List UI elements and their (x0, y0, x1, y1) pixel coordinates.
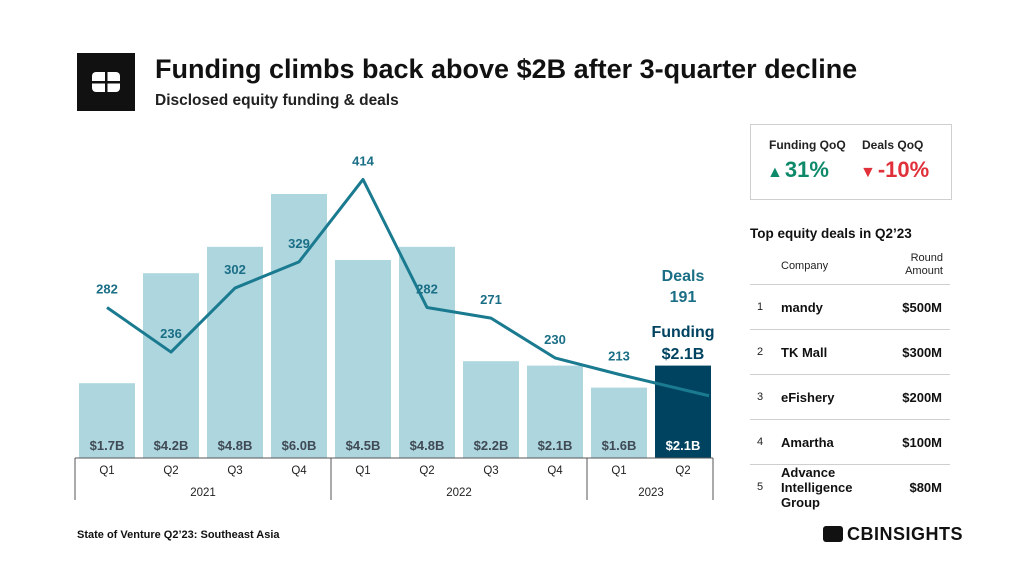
deal-amount: $300M (902, 345, 942, 360)
quarter-tick-label: Q1 (99, 465, 114, 477)
funding-annotation-label: Funding (651, 324, 714, 341)
deals-point-label: 414 (352, 153, 374, 168)
col-amount-header-line2: Amount (905, 265, 943, 277)
year-tick-label: 2022 (446, 487, 472, 499)
deals-point-label: 236 (160, 326, 182, 341)
funding-bar (463, 361, 519, 458)
deals-point-label: 271 (480, 292, 502, 307)
funding-bar-label: $4.2B (154, 438, 189, 453)
funding-bar-label: $2.1B (538, 438, 573, 453)
deals-point-label: 282 (96, 281, 118, 296)
quarter-tick-label: Q3 (483, 465, 498, 477)
quarter-tick-label: Q4 (291, 465, 307, 477)
col-company-header: Company (781, 260, 829, 272)
deal-row: 2 TK Mall $300M (750, 329, 950, 375)
funding-annotation-value: $2.1B (662, 346, 705, 363)
col-amount-header-line1: Round (910, 252, 943, 264)
quarter-tick-label: Q1 (611, 465, 626, 477)
funding-bar (335, 260, 391, 458)
quarter-tick-label: Q4 (547, 465, 563, 477)
funding-qoq-label: Funding QoQ (769, 138, 846, 152)
page-title: Funding climbs back above $2B after 3-qu… (155, 54, 858, 84)
triangle-up-icon: ▲ (767, 164, 783, 181)
deals-qoq-label: Deals QoQ (862, 138, 924, 152)
deals-qoq-value: ▼-10% (860, 157, 929, 183)
deal-company: Advance Intelligence Group (781, 465, 853, 510)
source-note: State of Venture Q2’23: Southeast Asia (77, 529, 280, 541)
deal-rank: 2 (757, 346, 764, 358)
col-amount-header: Round Amount (905, 252, 943, 278)
deal-rank: 3 (757, 391, 764, 403)
funding-bar-label: $4.8B (410, 438, 445, 453)
deal-row: 1 mandy $500M (750, 284, 950, 330)
deal-amount: $500M (902, 300, 942, 315)
year-tick-label: 2023 (638, 487, 664, 499)
deals-qoq-number: -10% (877, 157, 930, 182)
funding-bar (79, 383, 135, 458)
funding-bar (399, 246, 455, 458)
deals-point-label: 302 (224, 262, 246, 277)
funding-bar (271, 194, 327, 458)
deals-point-label: 230 (544, 332, 566, 347)
deals-point-label: 213 (608, 348, 630, 363)
cb-mark-icon (823, 526, 843, 542)
page-subtitle: Disclosed equity funding & deals (155, 92, 399, 109)
deal-rank: 5 (757, 481, 764, 493)
deal-amount: $80M (909, 480, 942, 495)
quarter-tick-label: Q2 (419, 465, 434, 477)
deal-rank: 4 (757, 436, 764, 448)
funding-bar-label: $1.7B (90, 438, 125, 453)
deal-company: Amartha (781, 435, 834, 450)
deal-rank: 1 (757, 301, 764, 313)
brand-logo: CBINSIGHTS (823, 523, 963, 545)
funding-bar-label: $2.1B (666, 438, 701, 453)
funding-deals-chart: $1.7B $4.2B $4.8B $6.0B $4.5B $4.8B $2.2B $2.1B… (74, 153, 715, 500)
deal-row: 3 eFishery $200M (750, 374, 950, 420)
funding-bar (655, 365, 711, 458)
deal-company: mandy (781, 300, 823, 315)
deal-amount: $200M (902, 390, 942, 405)
funding-bar (527, 365, 583, 458)
qoq-kpi-box: Funding QoQ ▲31% Deals QoQ ▼-10% (750, 124, 952, 200)
triangle-down-icon: ▼ (860, 164, 876, 181)
quarter-tick-label: Q2 (163, 465, 178, 477)
funding-bar-label: $2.2B (474, 438, 509, 453)
funding-bar (591, 387, 647, 458)
funding-bar (143, 273, 199, 458)
deals-point-label: 329 (288, 236, 310, 251)
cb-logo (77, 53, 135, 111)
funding-qoq-value: ▲31% (767, 157, 829, 183)
quarter-tick-label: Q1 (355, 465, 370, 477)
funding-bar-label: $6.0B (282, 438, 317, 453)
deals-annotation-label: Deals (662, 268, 705, 285)
funding-qoq-number: 31% (784, 157, 829, 182)
year-tick-label: 2021 (190, 487, 216, 499)
deal-amount: $100M (902, 435, 942, 450)
deals-line (106, 177, 710, 398)
quarter-tick-label: Q3 (227, 465, 242, 477)
deal-company: TK Mall (781, 345, 828, 360)
brand-text: CBINSIGHTS (847, 523, 964, 544)
deals-point-label: 282 (416, 281, 438, 296)
cb-logo-icon (92, 72, 120, 92)
deals-annotation-value: 191 (670, 289, 697, 306)
funding-bar-label: $4.5B (346, 438, 381, 453)
funding-bar-label: $1.6B (602, 438, 637, 453)
deal-row: 4 Amartha $100M (750, 419, 950, 465)
top-deals-title: Top equity deals in Q2’23 (750, 226, 912, 241)
quarter-tick-label: Q2 (675, 465, 690, 477)
deal-company: eFishery (781, 390, 835, 405)
deal-row: 5 Advance Intelligence Group $80M (750, 464, 950, 510)
funding-bar-label: $4.8B (218, 438, 253, 453)
